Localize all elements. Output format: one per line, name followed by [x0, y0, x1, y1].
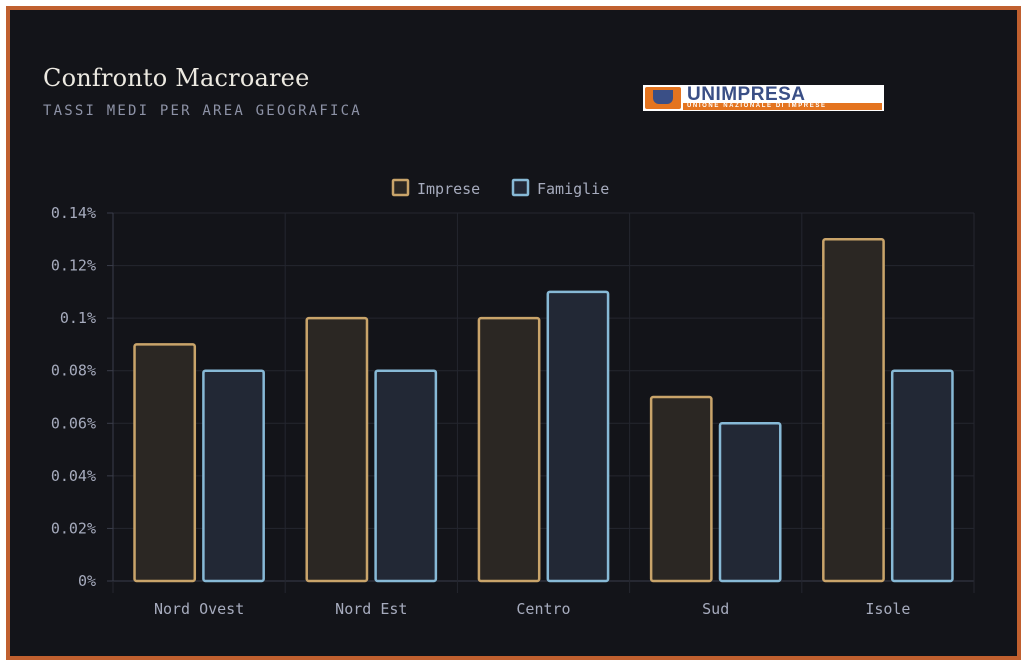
- legend-swatch-imprese[interactable]: [391, 178, 410, 197]
- bar-famiglie-isole[interactable]: [890, 369, 954, 583]
- y-tick-label: 0.12%: [51, 257, 96, 275]
- y-tick-label: 0.04%: [51, 467, 96, 485]
- logo-name: UNIMPRESA: [687, 84, 806, 105]
- logo-mark-icon: [645, 87, 681, 109]
- logo-tagline: UNIONE NAZIONALE DI IMPRESE: [687, 103, 827, 109]
- legend-swatch-famiglie[interactable]: [511, 178, 530, 197]
- chart-title: Confronto Macroaree: [43, 64, 310, 92]
- y-axis-ticks: 0% 0.02% 0.04% 0.06% 0.08% 0.1% 0.12% 0.14%: [51, 204, 96, 590]
- chart-subtitle: TASSI MEDI PER AREA GEOGRAFICA: [43, 103, 362, 119]
- x-tick-label: Isole: [865, 600, 910, 618]
- legend-label-famiglie[interactable]: Famiglie: [537, 180, 609, 198]
- legend-label-imprese[interactable]: Imprese: [417, 180, 480, 198]
- bar-famiglie-sud[interactable]: [718, 422, 782, 583]
- unimpresa-logo: UNIMPRESA UNIONE NAZIONALE DI IMPRESE: [643, 85, 884, 111]
- bar-imprese-centro[interactable]: [477, 316, 541, 583]
- y-tick-label: 0.1%: [60, 309, 96, 327]
- x-tick-label: Centro: [516, 600, 570, 618]
- chart-legend[interactable]: Imprese Famiglie: [391, 178, 609, 198]
- bar-imprese-nord-ovest[interactable]: [133, 343, 197, 583]
- x-tick-label: Nord Est: [335, 600, 407, 618]
- bar-imprese-sud[interactable]: [649, 395, 713, 583]
- y-tick-label: 0.06%: [51, 414, 96, 432]
- bar-famiglie-centro[interactable]: [546, 290, 610, 583]
- bar-imprese-isole[interactable]: [822, 238, 885, 583]
- y-tick-label: 0.08%: [51, 362, 96, 380]
- x-axis-ticks: Nord Ovest Nord Est Centro Sud Isole: [154, 600, 911, 618]
- bar-famiglie-nord-est[interactable]: [374, 369, 438, 583]
- x-tick-label: Sud: [702, 600, 729, 618]
- logo-mark-inner: [653, 90, 673, 104]
- logo-bar: [683, 103, 882, 110]
- bar-imprese-nord-est[interactable]: [305, 316, 369, 583]
- y-tick-label: 0.14%: [51, 204, 96, 222]
- x-tick-label: Nord Ovest: [154, 600, 244, 618]
- bar-famiglie-nord-ovest[interactable]: [202, 369, 265, 583]
- y-tick-label: 0%: [78, 572, 96, 590]
- y-tick-label: 0.02%: [51, 519, 96, 537]
- chart-bars: [133, 238, 954, 583]
